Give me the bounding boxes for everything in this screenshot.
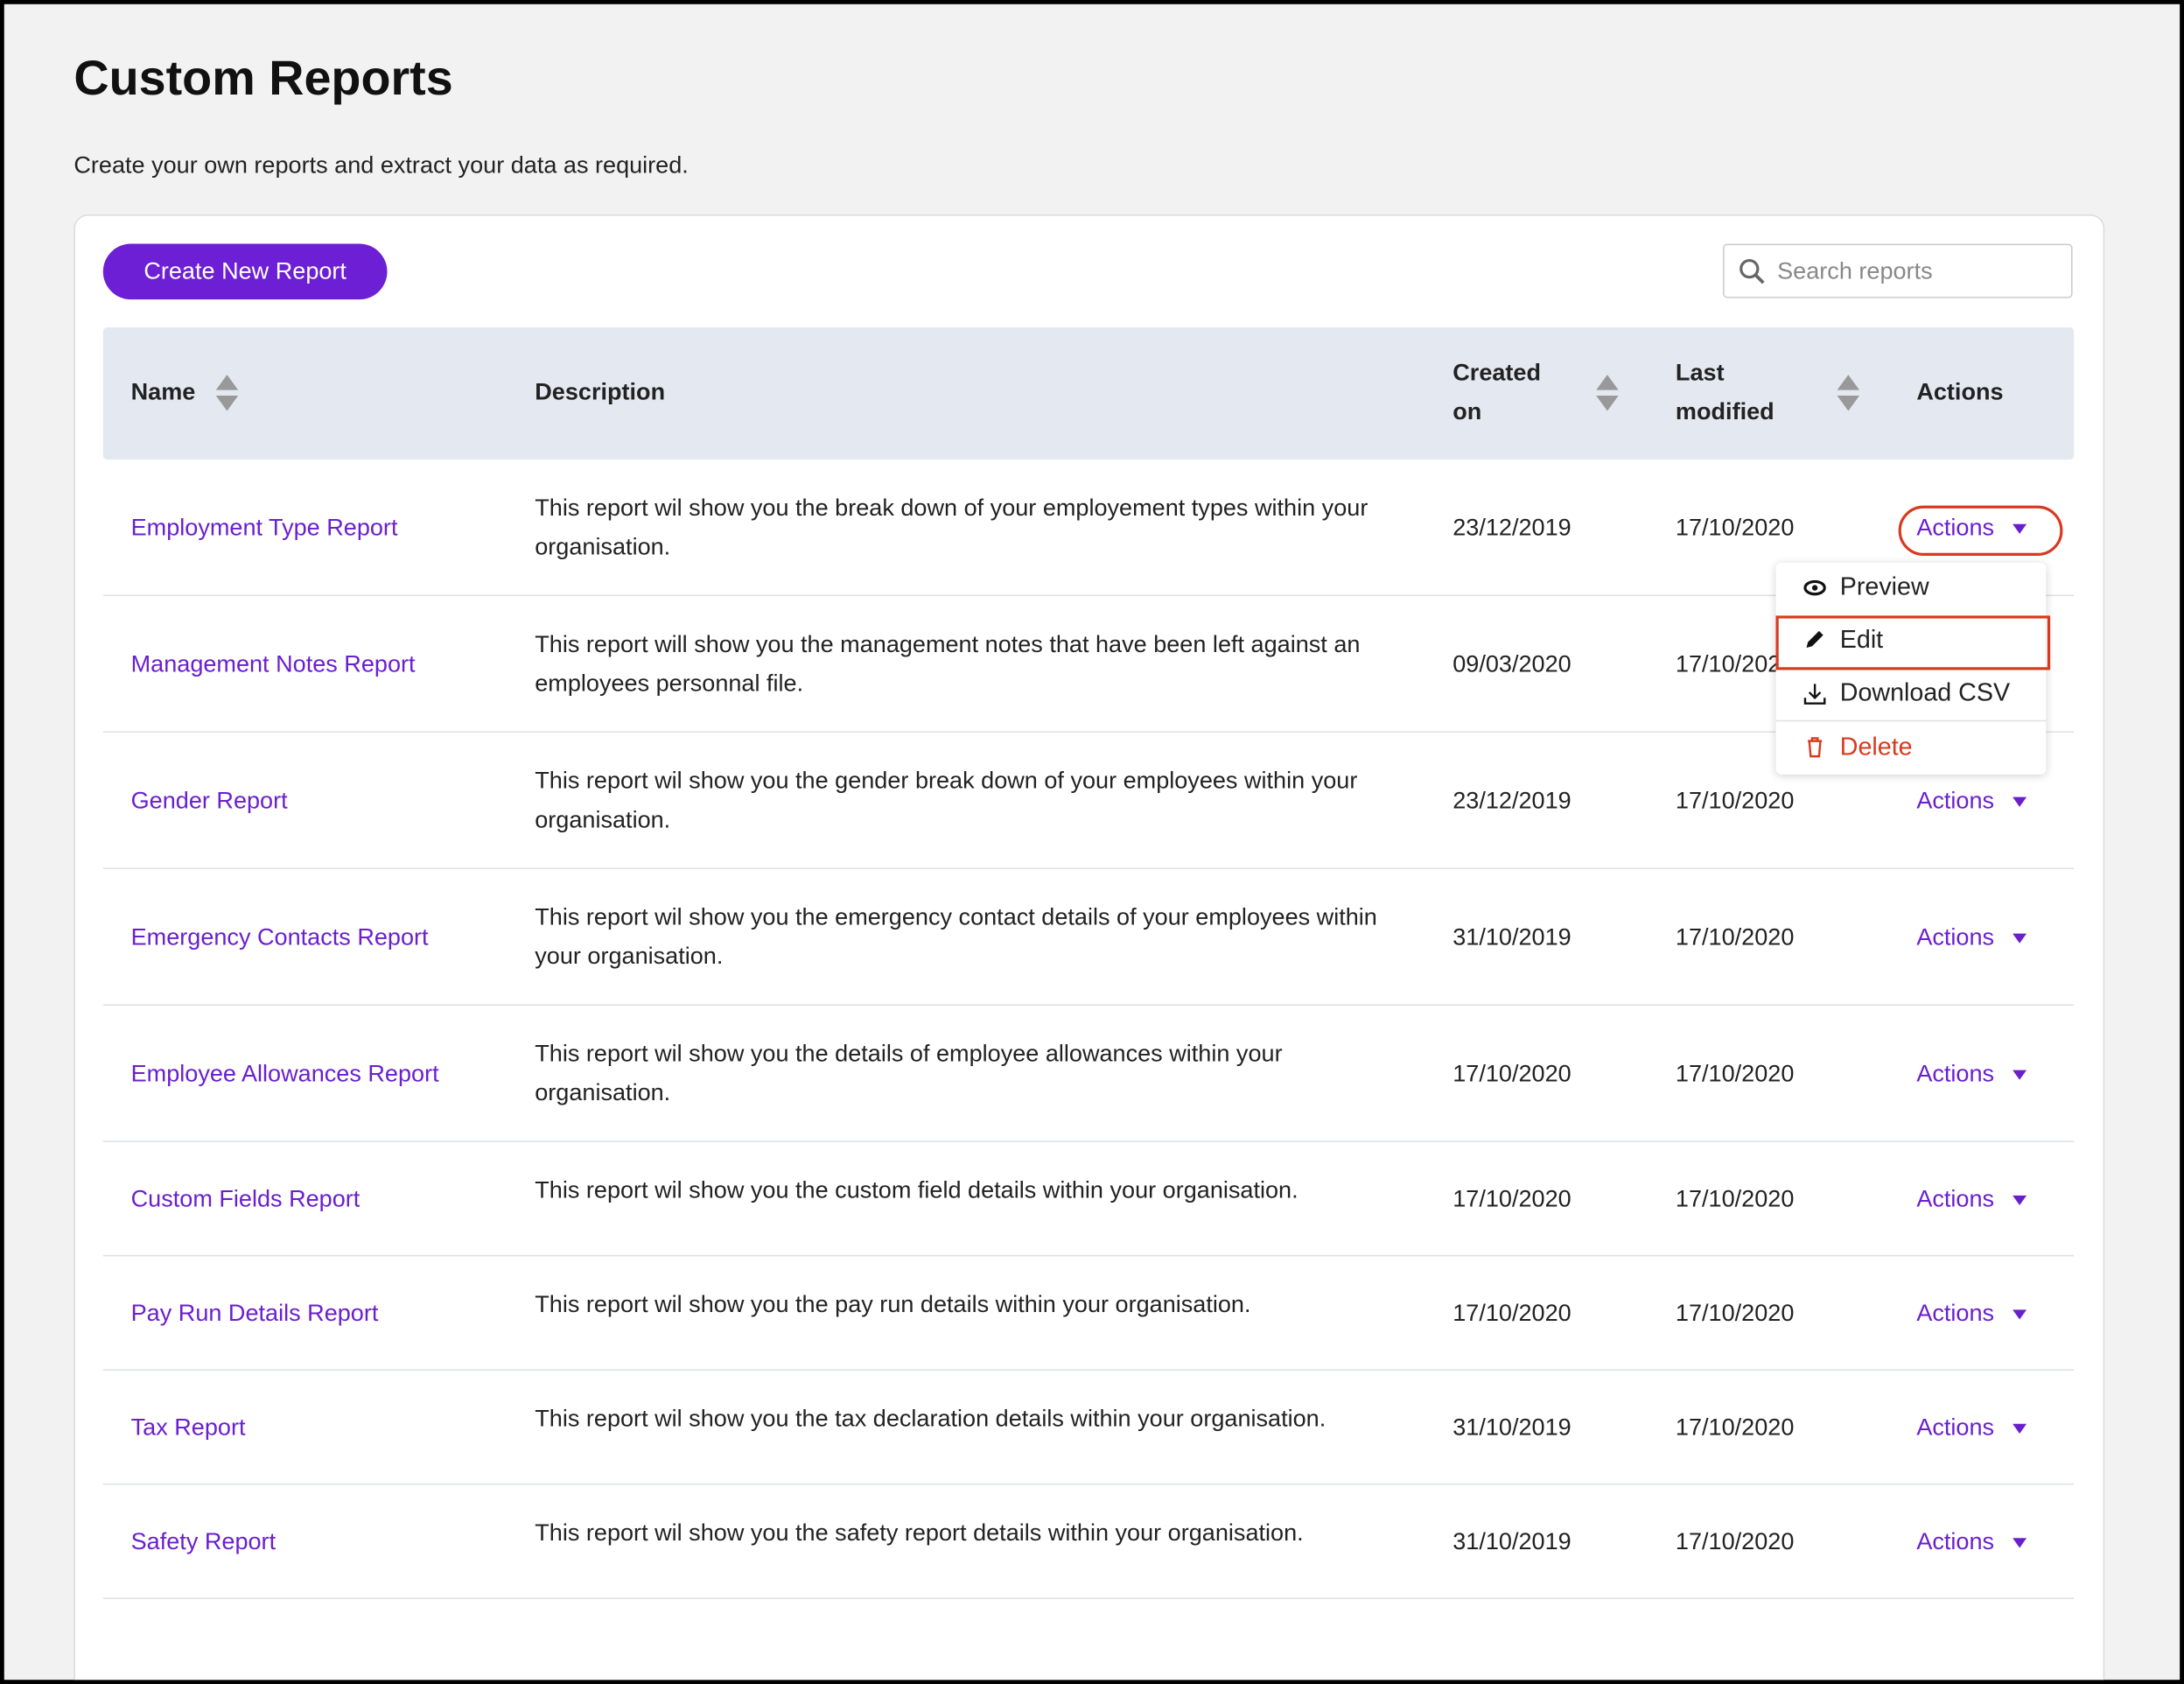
actions-label: Actions [1916, 923, 1995, 950]
report-description: This report wil show you the break down … [535, 494, 1368, 559]
report-name[interactable]: Pay Run Details Report [130, 1299, 379, 1326]
menu-item[interactable]: Download CSV [1839, 678, 2011, 706]
modified-date: 17/10/2020 [1675, 649, 1795, 677]
highlight-circle [1898, 505, 2063, 556]
edit-icon [1806, 630, 1824, 649]
column-header[interactable]: Created on [1452, 359, 1542, 425]
table-row: Employment Type Report This report wil sh… [102, 460, 2075, 597]
modified-date: 17/10/2020 [1675, 1059, 1795, 1086]
actions-dropdown[interactable]: Actions [1916, 781, 2027, 819]
actions-label: Actions [1916, 1299, 1995, 1326]
actions-label: Actions [1916, 1059, 1995, 1086]
caret-icon [2012, 1537, 2026, 1547]
table-row: Safety Report This report wil show you th… [102, 1484, 2075, 1599]
search-icon [1740, 259, 1765, 284]
report-description: This report wil show you the pay run det… [535, 1291, 1251, 1318]
created-date: 31/10/2019 [1452, 1413, 1572, 1441]
created-date: 23/12/2019 [1452, 786, 1572, 813]
created-date: 31/10/2019 [1452, 923, 1572, 950]
modified-date: 17/10/2020 [1675, 923, 1795, 950]
table-row: Emergency Contacts Report This report wil… [102, 869, 2075, 1006]
preview-icon [1803, 579, 1826, 596]
created-date: 31/10/2019 [1452, 1527, 1572, 1554]
report-name[interactable]: Management Notes Report [130, 649, 416, 677]
created-date: 09/03/2020 [1452, 649, 1572, 677]
actions-dropdown[interactable]: Actions [1916, 1522, 2027, 1561]
table-header: Name Description Created on Last modifie… [102, 326, 2075, 460]
table-body: Employment Type Report This report wil sh… [102, 460, 2075, 1599]
caret-icon [2012, 1309, 2026, 1319]
actions-dropdown[interactable]: Actions [1916, 1054, 2027, 1092]
table-row: Tax Report This report wil show you the t… [102, 1371, 2075, 1485]
actions-label: Actions [1916, 1413, 1995, 1441]
report-description: This report will show you the management… [535, 630, 1361, 696]
caret-icon [2012, 1069, 2026, 1079]
report-name[interactable]: Safety Report [130, 1527, 276, 1554]
actions-label: Actions [1916, 1527, 1995, 1554]
sort-icon[interactable] [214, 372, 240, 414]
menu-item[interactable]: Preview [1839, 572, 1929, 600]
caret-icon [2012, 523, 2026, 534]
report-description: This report wil show you the custom fiel… [535, 1176, 1298, 1203]
modified-date: 17/10/2020 [1675, 786, 1795, 813]
create-button[interactable]: Create New Report [102, 243, 388, 300]
search-box[interactable]: Search reports [1723, 243, 2073, 298]
page-subtitle: Create your own reports and extract your… [74, 151, 689, 179]
menu-divider [1775, 719, 2047, 722]
sort-icon[interactable] [1595, 372, 1620, 414]
actions-label: Actions [1916, 513, 1995, 541]
download-icon [1803, 684, 1826, 705]
created-date: 23/12/2019 [1452, 513, 1572, 541]
caret-icon [2012, 1195, 2026, 1205]
menu-item[interactable]: Delete [1839, 733, 1913, 761]
actions-dropdown[interactable]: Actions [1916, 1294, 2027, 1332]
report-name[interactable]: Custom Fields Report [130, 1184, 360, 1212]
table-row: Gender Report This report wil show you th… [102, 733, 2075, 870]
report-name[interactable]: Employment Type Report [130, 513, 398, 541]
actions-dropdown[interactable]: Actions [1916, 1408, 2027, 1447]
menu-item[interactable]: Edit [1839, 625, 1884, 654]
column-header: Actions [1916, 378, 2004, 406]
report-description: This report wil show you the emergency c… [535, 903, 1377, 969]
modified-date: 17/10/2020 [1675, 1184, 1795, 1212]
modified-date: 17/10/2020 [1675, 1527, 1795, 1554]
caret-icon [2012, 796, 2026, 807]
report-description: This report wil show you the details of … [535, 1040, 1283, 1105]
report-name[interactable]: Employee Allowances Report [130, 1059, 439, 1086]
report-name[interactable]: Emergency Contacts Report [130, 923, 429, 950]
page-title: Custom Reports [74, 51, 453, 106]
sort-icon[interactable] [1836, 372, 1861, 414]
caret-icon [2012, 1423, 2026, 1434]
actions-dropdown[interactable]: Actions [1916, 508, 2027, 546]
report-description: This report wil show you the gender brea… [535, 767, 1358, 832]
column-header: Description [535, 378, 666, 406]
caret-icon [2012, 932, 2026, 943]
table-row: Custom Fields Report This report wil show… [102, 1142, 2075, 1257]
highlight-box [1775, 615, 2051, 670]
created-date: 17/10/2020 [1452, 1299, 1572, 1326]
modified-date: 17/10/2020 [1675, 1299, 1795, 1326]
report-name[interactable]: Tax Report [130, 1413, 246, 1441]
created-date: 17/10/2020 [1452, 1184, 1572, 1212]
actions-label: Actions [1916, 1184, 1995, 1212]
report-description: This report wil show you the tax declara… [535, 1405, 1326, 1432]
column-header[interactable]: Last modified [1675, 359, 1774, 425]
report-description: This report wil show you the safety repo… [535, 1519, 1304, 1547]
column-header[interactable]: Name [130, 378, 196, 406]
card: Create New Report Search reports Name De… [74, 214, 2105, 1680]
table-row: Management Notes Report This report will … [102, 596, 2075, 733]
modified-date: 17/10/2020 [1675, 1413, 1795, 1441]
actions-dropdown[interactable]: Actions [1916, 917, 2027, 956]
modified-date: 17/10/2020 [1675, 513, 1795, 541]
table-row: Employee Allowances Report This report wi… [102, 1006, 2075, 1142]
actions-label: Actions [1916, 786, 1995, 813]
table-row: Pay Run Details Report This report wil sh… [102, 1256, 2075, 1371]
delete-icon [1808, 737, 1823, 758]
search-placeholder: Search reports [1777, 257, 1933, 284]
report-name[interactable]: Gender Report [130, 786, 288, 813]
screen: Custom Reports Create your own reports a… [4, 4, 2180, 1680]
actions-dropdown[interactable]: Actions [1916, 1180, 2027, 1218]
created-date: 17/10/2020 [1452, 1059, 1572, 1086]
